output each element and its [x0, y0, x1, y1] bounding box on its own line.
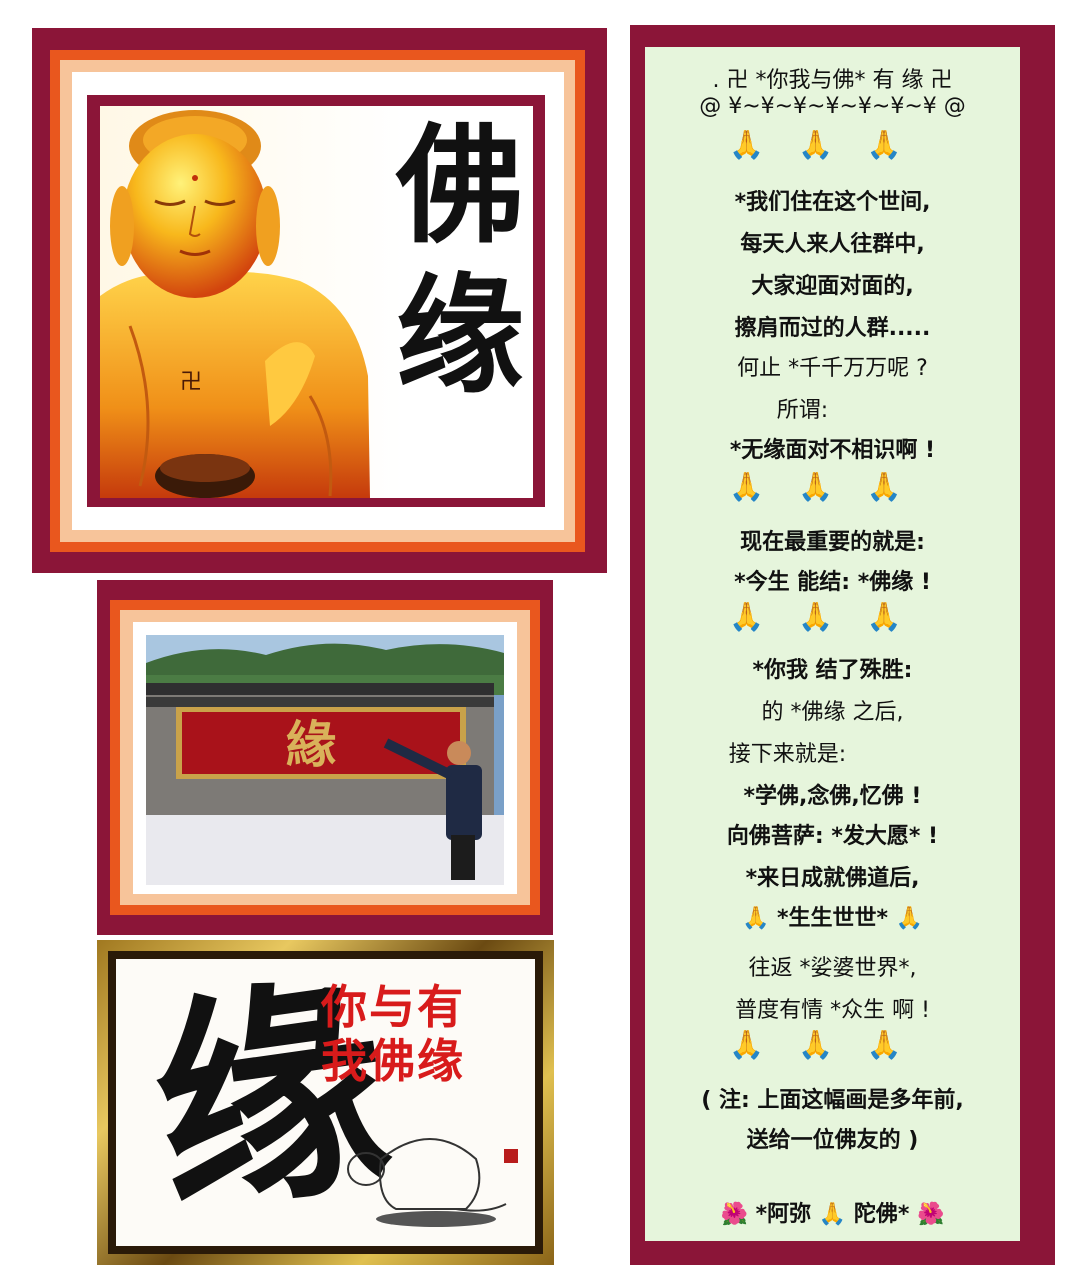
- poem-line: *你我 结了殊胜:: [752, 658, 913, 683]
- poem-line: *今生 能结: *佛缘 !: [734, 570, 931, 595]
- calligraphy-red-text-row2: 我佛缘: [321, 1034, 465, 1088]
- prayer-hands-row: 🙏🙏🙏: [729, 128, 936, 161]
- chest-swastika-symbol: 卍: [180, 370, 203, 395]
- poem-header: . 卍 *你我与佛* 有 缘 卍: [712, 68, 953, 93]
- poem-line: 大家迎面对面的,: [751, 274, 914, 299]
- poem-line: 所谓:: [776, 398, 829, 423]
- prayer-hands-row: 🙏🙏🙏: [729, 1028, 936, 1061]
- title-char-yuan: 缘: [395, 262, 524, 411]
- poem-note-line: ( 注: 上面这幅画是多年前,: [701, 1088, 964, 1113]
- poem-line: 每天人来人往群中,: [740, 232, 925, 257]
- poem-line: 🙏 *生生世世* 🙏: [741, 906, 924, 931]
- title-char-fo: 佛: [395, 112, 524, 261]
- poem-line: *无缘面对不相识啊 !: [729, 438, 936, 463]
- poem-line: 现在最重要的就是:: [740, 530, 925, 555]
- buddha-panel-title: 佛 缘: [390, 112, 530, 412]
- poem-line: 的 *佛缘 之后,: [761, 700, 904, 725]
- prayer-hands-row: 🙏🙏🙏: [729, 470, 936, 503]
- poem-panel-background: [645, 47, 1020, 1241]
- poem-decor-line: @ ¥~¥~¥~¥~¥~¥~¥ @: [699, 94, 966, 119]
- bowing-monk-sketch: [347, 1138, 507, 1227]
- artist-seal: [504, 1149, 518, 1163]
- yuan-wall-photo: 緣: [146, 635, 504, 885]
- prayer-hands-row: 🙏🙏🙏: [729, 600, 936, 633]
- poem-line: 普度有情 *众生 啊 !: [735, 998, 930, 1023]
- poem-closing-amitabha: 🌺 *阿弥 🙏 陀佛* 🌺: [720, 1202, 945, 1227]
- poem-line: 接下来就是:: [728, 742, 847, 767]
- calligraphy-artwork: 缘 你与有 我佛缘: [116, 959, 535, 1246]
- plaque-character: 緣: [286, 715, 336, 774]
- poem-line: 何止 *千千万万呢 ?: [737, 356, 928, 381]
- poem-note-line: 送给一位佛友的 ): [746, 1128, 919, 1153]
- buddha-image: 卍: [100, 106, 533, 498]
- poem-line: 向佛菩萨: *发大愿* !: [726, 824, 939, 849]
- poem-line: 擦肩而过的人群.....: [734, 316, 931, 341]
- poem-line: 往返 *娑婆世界*,: [748, 956, 917, 981]
- poem-line: *我们住在这个世间,: [734, 190, 931, 215]
- poem-line: *学佛,念佛,忆佛 !: [743, 784, 922, 809]
- calligraphy-red-text-row1: 你与有: [321, 980, 465, 1034]
- poem-line: *来日成就佛道后,: [745, 866, 920, 891]
- yuan-wall-scene: [146, 635, 504, 885]
- buddha-illustration: [100, 110, 370, 498]
